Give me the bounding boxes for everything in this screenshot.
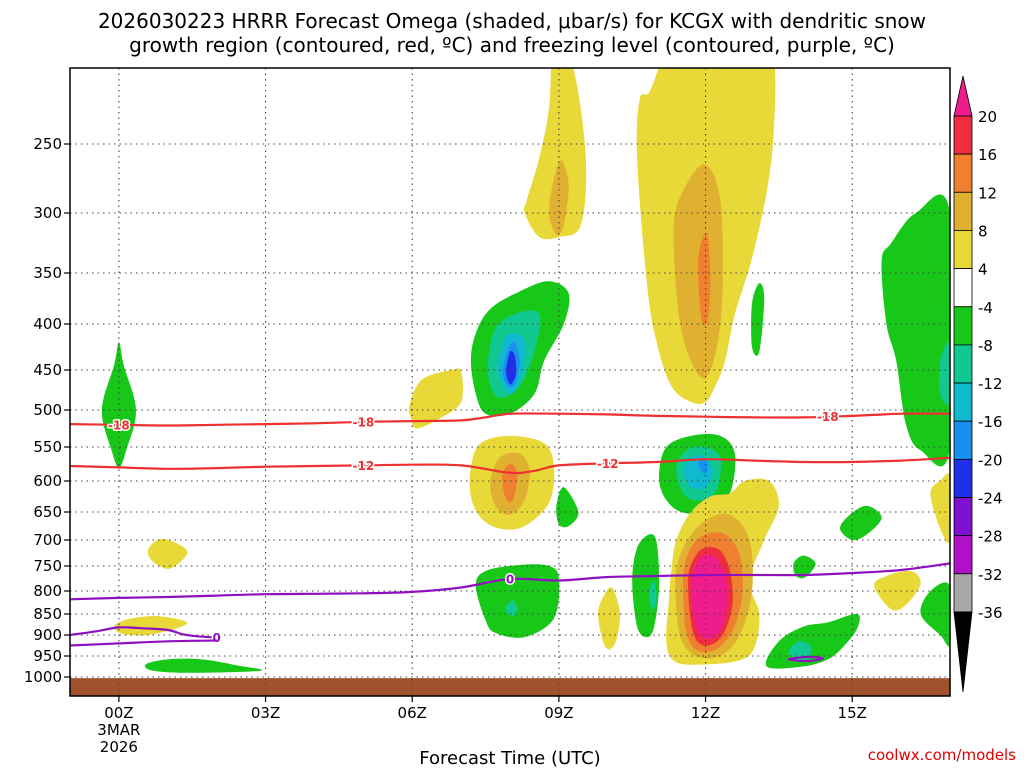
freezing-level-contour-label: 0 bbox=[506, 573, 514, 587]
colorbar-band bbox=[954, 421, 972, 459]
colorbar-label: -8 bbox=[978, 337, 993, 355]
colorbar-label: -32 bbox=[978, 566, 1003, 584]
y-tick-label: 900 bbox=[33, 626, 62, 644]
y-tick-label: 350 bbox=[33, 264, 62, 282]
ground bbox=[70, 678, 950, 696]
colorbar-band bbox=[954, 269, 972, 307]
x-tick-label: 03Z bbox=[251, 704, 280, 722]
colorbar-label: -4 bbox=[978, 299, 993, 317]
y-tick-label: 400 bbox=[33, 315, 62, 333]
colorbar-label: -20 bbox=[978, 451, 1003, 469]
colorbar-label: -24 bbox=[978, 490, 1003, 508]
y-tick-label: 950 bbox=[33, 647, 62, 665]
dgz-contour-label: -12 bbox=[597, 457, 619, 471]
x-tick-label: 12Z bbox=[691, 704, 720, 722]
chart-title-line2: growth region (contoured, red, ºC) and f… bbox=[129, 33, 895, 57]
colorbar-band bbox=[954, 154, 972, 192]
omega-cell-yellow bbox=[874, 571, 921, 611]
colorbar: 20 16 12 8 4 -4 -8 -12 -16 -20 -24 -28 -32 -36 bbox=[954, 76, 1003, 692]
dgz-contour-label: -12 bbox=[352, 459, 374, 473]
y-tick-label: 500 bbox=[33, 401, 62, 419]
y-tick-label: 850 bbox=[33, 605, 62, 623]
colorbar-band bbox=[954, 307, 972, 345]
colorbar-band bbox=[954, 230, 972, 268]
omega-cell-yellow bbox=[148, 539, 188, 569]
y-tick-label: 1000 bbox=[24, 668, 62, 686]
freezing-level-contour-line bbox=[70, 641, 217, 646]
dgz-contour-label: -18 bbox=[108, 418, 130, 432]
y-tick-label: 600 bbox=[33, 472, 62, 490]
y-tick-label: 450 bbox=[33, 361, 62, 379]
y-tick-label: 750 bbox=[33, 557, 62, 575]
omega-cell-green bbox=[920, 582, 951, 646]
colorbar-label: 12 bbox=[978, 184, 997, 202]
colorbar-band bbox=[954, 574, 972, 612]
colorbar-band bbox=[954, 498, 972, 536]
colorbar-label: -28 bbox=[978, 528, 1003, 546]
colorbar-band bbox=[954, 383, 972, 421]
y-tick-label: 650 bbox=[33, 503, 62, 521]
chart-title-line1: 2026030223 HRRR Forecast Omega (shaded, … bbox=[98, 9, 926, 33]
colorbar-label: 4 bbox=[978, 261, 988, 279]
x-tick-label: 15Z bbox=[838, 704, 867, 722]
omega-cell-green bbox=[751, 283, 764, 356]
colorbar-label: 16 bbox=[978, 146, 997, 164]
freezing-level-contour-label: 0 bbox=[212, 631, 220, 645]
x-tick-date: 3MAR bbox=[97, 721, 140, 739]
colorbar-band bbox=[954, 459, 972, 497]
colorbar-band bbox=[954, 345, 972, 383]
omega-cell-yellow bbox=[409, 368, 463, 428]
y-axis: 250 300 350 400 450 500 550 600 650 700 750 800 850 9… bbox=[24, 135, 70, 686]
y-tick-label: 550 bbox=[33, 438, 62, 456]
y-tick-label: 250 bbox=[33, 135, 62, 153]
x-tick-label: 06Z bbox=[398, 704, 427, 722]
x-tick-year: 2026 bbox=[100, 738, 138, 756]
colorbar-band bbox=[954, 192, 972, 230]
colorbar-top-arrow bbox=[954, 76, 972, 116]
x-axis-label: Forecast Time (UTC) bbox=[419, 748, 600, 768]
x-tick-label: 00Z bbox=[104, 704, 133, 722]
colorbar-band bbox=[954, 536, 972, 574]
y-tick-label: 800 bbox=[33, 582, 62, 600]
site-credit: coolwx.com/models bbox=[868, 746, 1016, 764]
omega-cell-yellow bbox=[930, 474, 951, 543]
y-tick-label: 300 bbox=[33, 204, 62, 222]
colorbar-label: -16 bbox=[978, 413, 1003, 431]
omega-cell-yellow bbox=[598, 587, 620, 649]
x-tick-label: 09Z bbox=[544, 704, 573, 722]
colorbar-bottom-arrow bbox=[954, 612, 972, 692]
colorbar-label: -36 bbox=[978, 604, 1003, 622]
colorbar-label: -12 bbox=[978, 375, 1003, 393]
omega-cell-green bbox=[476, 564, 559, 638]
colorbar-label: 8 bbox=[978, 222, 988, 240]
omega-cell-green bbox=[556, 487, 578, 527]
dgz-contour-label: -18 bbox=[352, 415, 374, 429]
colorbar-band bbox=[954, 116, 972, 154]
omega-cell-green bbox=[145, 659, 262, 673]
y-tick-label: 700 bbox=[33, 531, 62, 549]
omega-cell-green bbox=[881, 195, 954, 467]
omega-cell-green bbox=[840, 506, 882, 540]
omega-time-height-chart: 2026030223 HRRR Forecast Omega (shaded, … bbox=[0, 0, 1024, 768]
dgz-contour-label: -18 bbox=[817, 410, 839, 424]
colorbar-label: 20 bbox=[978, 108, 997, 126]
